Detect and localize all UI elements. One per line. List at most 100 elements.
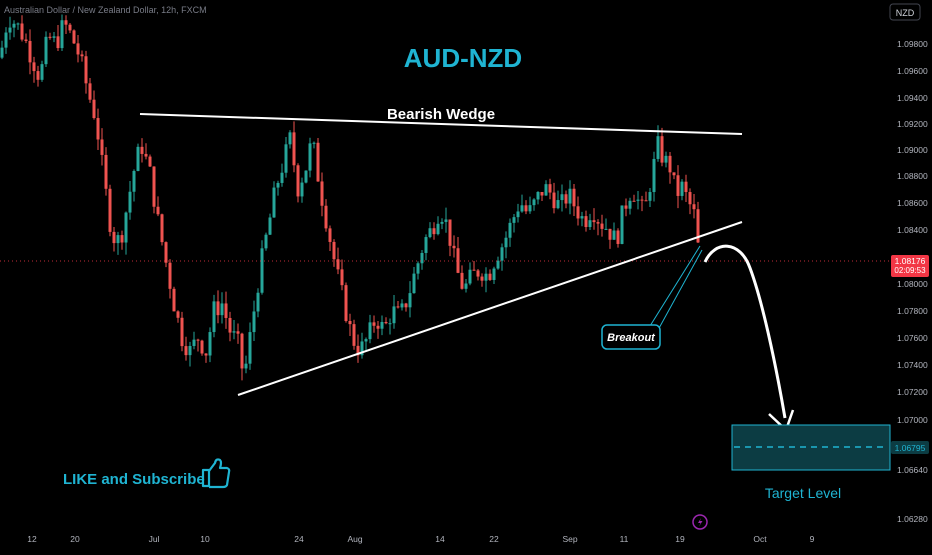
candle bbox=[620, 205, 624, 245]
candle bbox=[64, 15, 68, 35]
candle bbox=[480, 273, 484, 287]
candle bbox=[672, 172, 676, 180]
price-tick-label: 1.07600 bbox=[897, 333, 928, 343]
candle bbox=[28, 29, 32, 75]
candle bbox=[332, 239, 336, 267]
candle bbox=[172, 286, 176, 312]
candle bbox=[244, 355, 248, 374]
price-axis: 1.09800 1.09600 1.09400 1.09200 1.09000 1.088… bbox=[897, 39, 928, 524]
price-tick-label: 1.08400 bbox=[897, 225, 928, 235]
time-tick-label: Oct bbox=[753, 534, 767, 544]
time-tick-label: Aug bbox=[347, 534, 362, 544]
candle bbox=[468, 262, 472, 286]
candle bbox=[604, 218, 608, 231]
candle bbox=[140, 138, 144, 163]
candle bbox=[176, 310, 180, 323]
thumbs-up-icon bbox=[201, 458, 231, 489]
candle bbox=[420, 250, 424, 270]
breakout-pointer-2 bbox=[657, 249, 703, 331]
time-tick-label: 24 bbox=[294, 534, 304, 544]
candle bbox=[392, 295, 396, 329]
candle bbox=[400, 299, 404, 311]
candle bbox=[212, 294, 216, 338]
candle bbox=[596, 219, 600, 236]
candle bbox=[40, 60, 44, 82]
breakout-label: Breakout bbox=[607, 332, 656, 344]
candle bbox=[320, 172, 324, 217]
candle bbox=[116, 231, 120, 255]
time-tick-label: Sep bbox=[562, 534, 577, 544]
candle bbox=[644, 191, 648, 202]
candle bbox=[584, 210, 588, 232]
candle bbox=[464, 278, 468, 293]
candle bbox=[572, 184, 576, 217]
candle bbox=[564, 190, 568, 209]
candle bbox=[628, 197, 632, 215]
candles-layer bbox=[0, 14, 700, 381]
lightning-icon[interactable] bbox=[692, 514, 708, 530]
wedge-label: Bearish Wedge bbox=[387, 106, 495, 123]
candle bbox=[304, 170, 308, 184]
candle bbox=[200, 339, 204, 356]
candle bbox=[260, 240, 264, 295]
candle bbox=[168, 259, 172, 299]
candle bbox=[500, 243, 504, 271]
chart-title: AUD-NZD bbox=[404, 43, 522, 73]
candle bbox=[208, 327, 212, 363]
currency-badge[interactable]: NZD bbox=[896, 8, 915, 18]
time-tick-label: 11 bbox=[620, 534, 629, 544]
candle bbox=[376, 320, 380, 339]
candle bbox=[308, 137, 312, 178]
candle bbox=[492, 266, 496, 285]
time-tick-label: 20 bbox=[70, 534, 80, 544]
price-tick-label: 1.07800 bbox=[897, 306, 928, 316]
candle bbox=[540, 191, 544, 202]
candle bbox=[8, 16, 12, 40]
candle bbox=[688, 188, 692, 215]
candle bbox=[264, 232, 268, 251]
candle bbox=[552, 182, 556, 214]
candle bbox=[328, 225, 332, 251]
candle bbox=[636, 190, 640, 210]
price-tick-label: 1.09000 bbox=[897, 145, 928, 155]
candle bbox=[560, 184, 564, 212]
candle bbox=[588, 213, 592, 230]
candle bbox=[504, 231, 508, 259]
last-price-tag: 1.08176 bbox=[895, 256, 926, 266]
candle bbox=[652, 151, 656, 202]
breakout-pointer-1 bbox=[649, 245, 701, 327]
candle bbox=[68, 23, 72, 34]
candle bbox=[36, 65, 40, 87]
candle bbox=[188, 341, 192, 367]
candle bbox=[624, 198, 628, 217]
candle bbox=[632, 194, 636, 202]
candle bbox=[488, 269, 492, 281]
candle bbox=[296, 163, 300, 203]
candle bbox=[404, 302, 408, 312]
candle bbox=[388, 318, 392, 335]
candle bbox=[324, 199, 328, 232]
candle bbox=[660, 127, 664, 167]
candle bbox=[460, 265, 464, 290]
candle bbox=[280, 163, 284, 187]
candle bbox=[76, 35, 80, 63]
candle bbox=[640, 195, 644, 212]
candle bbox=[0, 40, 4, 60]
candle bbox=[456, 237, 460, 274]
candle bbox=[104, 147, 108, 196]
candle bbox=[288, 130, 292, 149]
wedge-upper-line bbox=[139, 113, 743, 135]
candle bbox=[252, 300, 256, 341]
candle bbox=[148, 154, 152, 167]
candle bbox=[532, 198, 536, 211]
candle bbox=[72, 29, 76, 44]
currency-badge-box[interactable] bbox=[889, 3, 921, 21]
candle bbox=[612, 222, 616, 240]
candle bbox=[152, 166, 156, 214]
price-tick-label: 1.09200 bbox=[897, 119, 928, 129]
candle bbox=[24, 33, 28, 44]
candle bbox=[368, 314, 372, 344]
candle bbox=[436, 216, 440, 236]
candle bbox=[424, 234, 428, 261]
